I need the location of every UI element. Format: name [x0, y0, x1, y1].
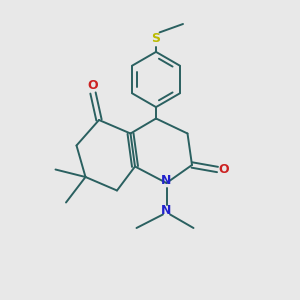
Text: N: N — [161, 174, 172, 188]
Text: N: N — [161, 203, 172, 217]
Text: S: S — [152, 32, 160, 45]
Text: O: O — [88, 79, 98, 92]
Text: O: O — [219, 163, 230, 176]
